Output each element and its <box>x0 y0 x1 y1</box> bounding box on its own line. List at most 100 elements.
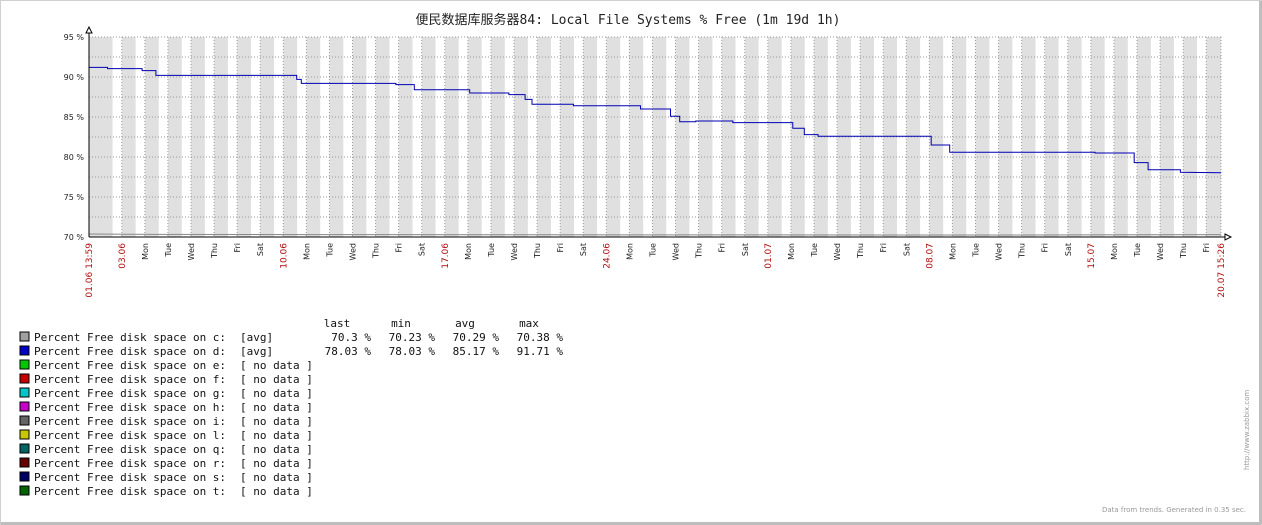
day-stripe <box>966 37 976 237</box>
x-tick-label: 10.06 <box>279 243 289 269</box>
x-tick-label: Sat <box>579 243 588 256</box>
day-stripe <box>597 37 607 237</box>
x-tick-label: Sat <box>418 243 427 256</box>
legend-item-func: [ no data ] <box>240 457 313 470</box>
x-axis-arrow <box>1224 233 1233 241</box>
legend-item-label: Percent Free disk space on c: <box>34 331 226 344</box>
legend-item-func: [ no data ] <box>240 485 313 498</box>
day-stripe <box>1150 37 1161 237</box>
x-tick-label: Thu <box>1018 243 1027 259</box>
legend-item-func: [ no data ] <box>240 429 313 442</box>
y-tick-label: 70 % <box>64 233 85 242</box>
legend-item-func: [avg] <box>240 331 273 344</box>
x-tick-label: Tue <box>1133 243 1142 258</box>
day-stripe <box>481 37 491 237</box>
legend-swatch <box>19 387 30 398</box>
day-stripe <box>920 37 930 237</box>
x-tick-label: 20.07 15:26 <box>1217 243 1227 298</box>
legend-item-label: Percent Free disk space on h: <box>34 401 226 414</box>
legend: last min avg max Percent Free disk space on … <box>19 317 564 498</box>
x-tick-label: Tue <box>810 243 819 258</box>
day-stripe <box>712 37 722 237</box>
y-tick-label: 95 % <box>64 33 85 42</box>
day-stripe <box>458 37 468 237</box>
x-tick-label: Mon <box>787 243 796 260</box>
legend-item-label: Percent Free disk space on f: <box>34 373 226 386</box>
zabbix-watermark: http://www.zabbix.com <box>1243 390 1251 470</box>
legend-swatch <box>19 359 30 370</box>
legend-item-func: [ no data ] <box>240 387 313 400</box>
x-tick-label: 01.06 13:59 <box>85 243 95 298</box>
legend-swatch <box>19 331 30 342</box>
x-tick-label: Tue <box>971 243 980 258</box>
x-tick-label: Thu <box>210 243 219 259</box>
x-tick-label: Wed <box>349 243 358 260</box>
legend-item-label: Percent Free disk space on i: <box>34 415 226 428</box>
series-line-0 <box>88 233 1222 236</box>
legend-swatch <box>19 457 30 468</box>
x-tick-label: Sat <box>1064 243 1073 256</box>
legend-swatch <box>19 443 30 454</box>
x-tick-label: Fri <box>1041 243 1050 253</box>
x-tick-label: Thu <box>695 243 704 259</box>
legend-item-label: Percent Free disk space on e: <box>34 359 226 372</box>
x-tick-label: Sat <box>256 243 265 256</box>
x-tick-label: 08.07 <box>925 243 935 269</box>
x-tick-label: Mon <box>141 243 150 260</box>
x-tick-label: Tue <box>325 243 334 258</box>
legend-item-avg: 85.17 % <box>453 345 500 358</box>
x-tick-label: Fri <box>1202 243 1211 253</box>
legend-swatch <box>19 373 30 384</box>
legend-item-func: [ no data ] <box>240 373 313 386</box>
legend-swatch <box>19 471 30 482</box>
legend-item-label: Percent Free disk space on q: <box>34 443 226 456</box>
legend-header-min: min <box>391 317 411 330</box>
x-tick-label: Thu <box>533 243 542 259</box>
x-tick-label: Wed <box>187 243 196 260</box>
x-tick-label: Tue <box>164 243 173 258</box>
x-tick-label: Wed <box>833 243 842 260</box>
legend-item-label: Percent Free disk space on s: <box>34 471 226 484</box>
legend-item-func: [ no data ] <box>240 401 313 414</box>
x-tick-label: Wed <box>510 243 519 260</box>
day-stripe <box>1058 37 1068 237</box>
x-ticks: 01.06 13:59 03.06 Mon Tue Wed Thu Fri Sat 10.06 M… <box>85 243 1227 298</box>
y-tick-label: 75 % <box>64 193 85 202</box>
day-stripe <box>1127 37 1138 237</box>
x-tick-label: Fri <box>395 243 404 253</box>
x-tick-label: Fri <box>556 243 565 253</box>
legend-item-max: 91.71 % <box>517 345 564 358</box>
x-tick-label: 01.07 <box>764 243 774 269</box>
series-lines <box>88 66 1222 236</box>
legend-item-avg: 70.29 % <box>453 331 500 344</box>
day-stripe <box>527 37 538 237</box>
legend-swatch <box>19 401 30 412</box>
x-tick-label: Mon <box>625 243 634 260</box>
legend-item-label: Percent Free disk space on l: <box>34 429 226 442</box>
day-stripe <box>250 37 261 237</box>
x-tick-label: Mon <box>464 243 473 260</box>
x-tick-label: Mon <box>302 243 311 260</box>
x-tick-label: Fri <box>233 243 242 253</box>
x-tick-label: Tue <box>487 243 496 258</box>
legend-swatch <box>19 429 30 440</box>
x-tick-label: Mon <box>948 243 957 260</box>
day-stripe <box>389 37 399 237</box>
day-stripe <box>320 37 330 237</box>
day-stripe <box>550 37 561 237</box>
legend-item-func: [ no data ] <box>240 359 313 372</box>
legend-item-last: 78.03 % <box>325 345 372 358</box>
legend-swatch <box>19 345 30 356</box>
legend-item-label: Percent Free disk space on g: <box>34 387 226 400</box>
legend-item-max: 70.38 % <box>517 331 564 344</box>
legend-item-func: [avg] <box>240 345 273 358</box>
day-stripe <box>366 37 376 237</box>
x-tick-label: Wed <box>995 243 1004 260</box>
x-tick-label: 15.07 <box>1087 243 1097 269</box>
x-tick-label: Wed <box>672 243 681 260</box>
x-tick-label: 03.06 <box>118 243 128 269</box>
day-stripe <box>297 37 307 237</box>
x-tick-label: Thu <box>856 243 865 259</box>
day-stripe <box>1081 37 1091 237</box>
